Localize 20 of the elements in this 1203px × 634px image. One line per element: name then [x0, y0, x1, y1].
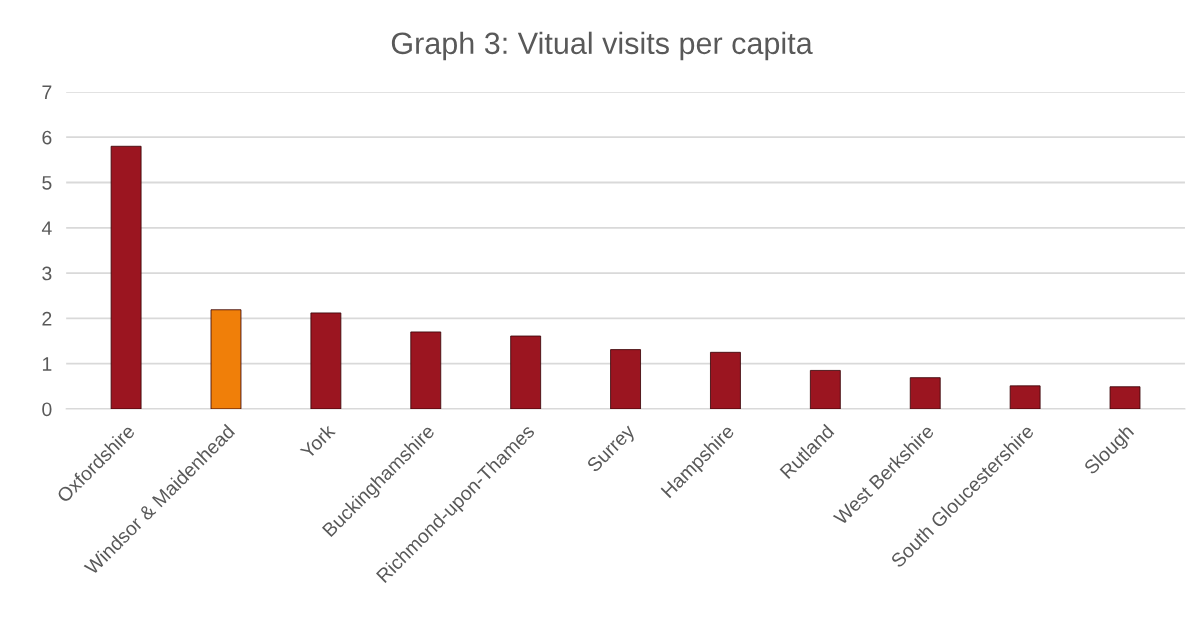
bar — [410, 331, 442, 409]
y-tick-label: 6 — [42, 130, 52, 145]
bar — [710, 351, 741, 409]
bar — [310, 312, 342, 409]
y-tick-label: 5 — [42, 176, 52, 190]
bar — [510, 335, 542, 409]
bar — [610, 349, 641, 409]
y-tick-label: 2 — [42, 311, 52, 326]
y-tick-label: 3 — [42, 266, 52, 281]
bar — [1109, 386, 1141, 409]
chart-title: Graph 3: Vitual visits per capita — [391, 31, 813, 61]
y-tick-label: 4 — [41, 221, 52, 235]
bar — [110, 145, 142, 409]
bar — [1009, 385, 1041, 409]
y-tick-label: 7 — [42, 85, 52, 99]
y-tick-label: 1 — [42, 357, 52, 371]
y-tick-label: 0 — [42, 402, 52, 417]
bar — [210, 309, 242, 409]
bar — [809, 370, 841, 409]
bar — [909, 377, 941, 409]
